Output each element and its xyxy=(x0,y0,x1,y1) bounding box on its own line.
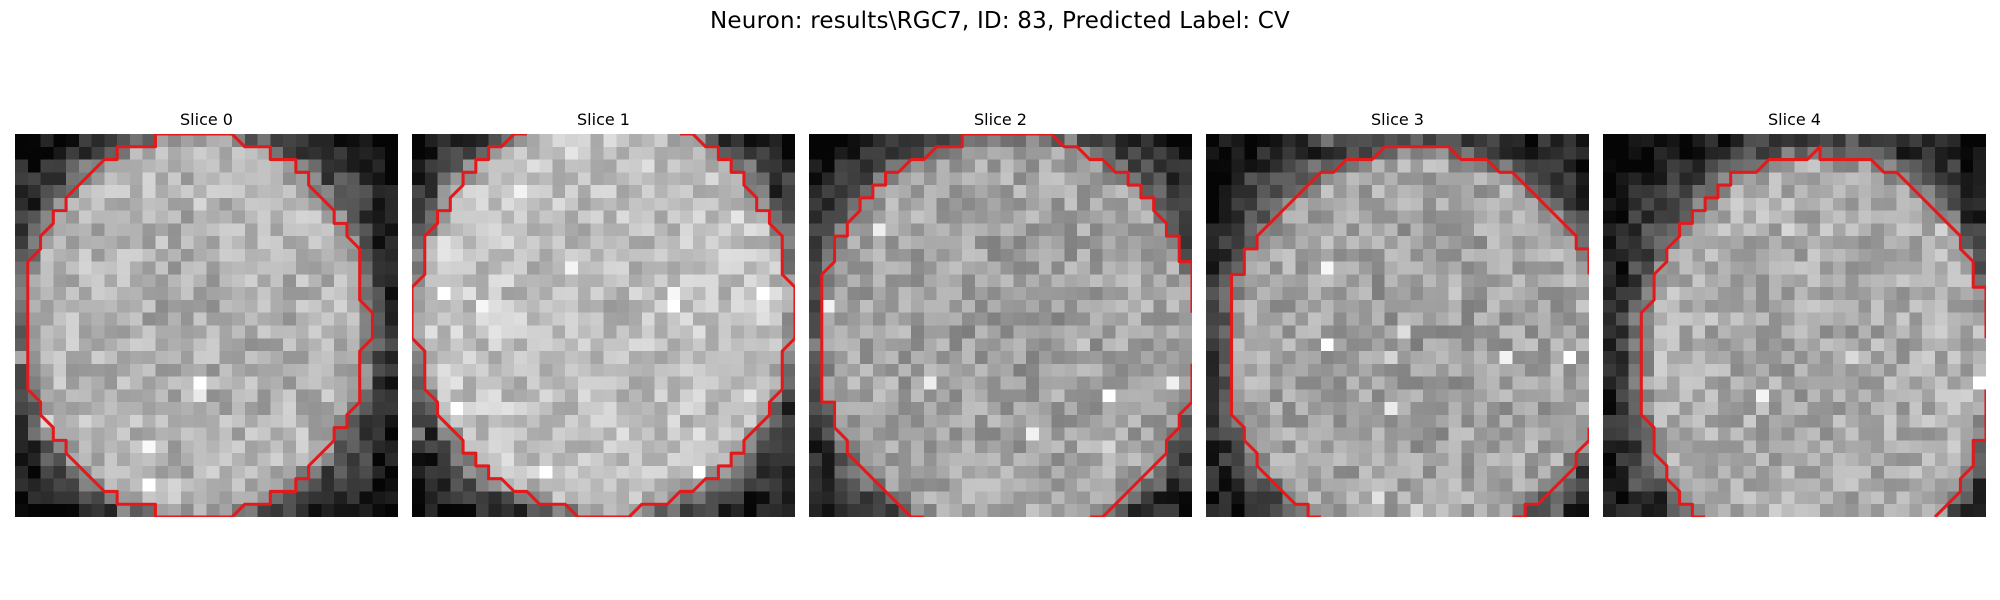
pixel-grid xyxy=(15,134,398,517)
slice-panel-0: Slice 0 xyxy=(15,108,398,517)
slice-panel-3: Slice 3 xyxy=(1206,108,1589,517)
cell-contour xyxy=(1230,145,1589,517)
pixel-grid xyxy=(412,134,795,517)
cell-contour xyxy=(820,134,1192,517)
slice-title: Slice 2 xyxy=(974,110,1027,129)
slice-image xyxy=(412,134,795,517)
pixel-grid xyxy=(1206,134,1589,517)
slice-title: Slice 0 xyxy=(180,110,233,129)
slice-image xyxy=(1206,134,1589,517)
slice-title: Slice 3 xyxy=(1371,110,1424,129)
slice-panel-2: Slice 2 xyxy=(809,108,1192,517)
slice-image xyxy=(15,134,398,517)
pixel-grid xyxy=(809,134,1192,517)
slice-panel-4: Slice 4 xyxy=(1603,108,1986,517)
slice-image xyxy=(1603,134,1986,517)
cell-contour xyxy=(26,134,374,517)
figure-title: Neuron: results\RGC7, ID: 83, Predicted … xyxy=(710,8,1290,34)
slice-title: Slice 4 xyxy=(1768,110,1821,129)
slice-panel-1: Slice 1 xyxy=(412,108,795,517)
cell-contour xyxy=(412,134,795,517)
slice-image xyxy=(809,134,1192,517)
slice-title: Slice 1 xyxy=(577,110,630,129)
cell-contour xyxy=(1639,145,1986,517)
